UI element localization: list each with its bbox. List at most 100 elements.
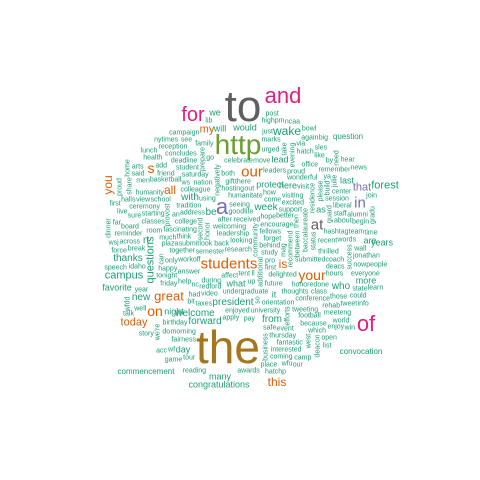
word: win xyxy=(344,324,356,332)
word: recent xyxy=(317,237,338,245)
word: about xyxy=(334,217,352,225)
word: need xyxy=(333,149,341,166)
word: alumni xyxy=(347,211,368,219)
word: across xyxy=(119,238,141,246)
word: hope xyxy=(260,213,277,221)
word: wfdd xyxy=(124,296,132,312)
word: it xyxy=(271,289,277,300)
word: redford xyxy=(199,283,222,291)
word: future xyxy=(264,280,283,288)
word: fairness xyxy=(171,336,197,344)
word: family xyxy=(195,140,214,148)
word: favorite xyxy=(102,282,132,293)
word: plaza xyxy=(161,240,179,248)
word: tour xyxy=(183,354,196,362)
word: ya xyxy=(323,173,331,181)
word: safe xyxy=(263,324,277,332)
word: rt xyxy=(142,235,150,246)
word: morning xyxy=(170,328,196,336)
word: the xyxy=(196,321,260,373)
word: enjoy xyxy=(327,323,345,331)
word: campus xyxy=(104,269,144,282)
word: first xyxy=(264,264,277,272)
word: humanitate xyxy=(228,192,263,200)
word: julie xyxy=(331,174,339,187)
word: learn xyxy=(367,284,384,292)
word: rehab xyxy=(322,302,341,310)
word: submit xyxy=(178,240,200,248)
word: there xyxy=(234,178,251,186)
word: well xyxy=(134,305,147,313)
word: bowl xyxy=(301,125,317,133)
word: do xyxy=(162,328,171,336)
word: my xyxy=(199,123,215,136)
word: negatively xyxy=(214,164,222,196)
word: camp xyxy=(294,354,312,362)
word: are xyxy=(363,235,377,246)
word: list xyxy=(322,342,332,350)
word: team xyxy=(348,228,365,236)
word: wonderful xyxy=(287,174,318,182)
word: home xyxy=(124,159,132,177)
word: first xyxy=(109,200,121,208)
word: president xyxy=(212,297,254,308)
word: day xyxy=(175,344,191,355)
word: much xyxy=(159,234,177,242)
word: of xyxy=(356,311,376,336)
word: student xyxy=(175,164,199,172)
word: research xyxy=(224,246,252,254)
word: seeing xyxy=(229,201,250,209)
word: liberal xyxy=(333,202,352,210)
word: because xyxy=(300,320,327,328)
word: hosting xyxy=(221,185,245,193)
word: time xyxy=(364,229,378,237)
word: second xyxy=(197,217,205,240)
word: then xyxy=(293,213,301,228)
word: world xyxy=(332,317,350,324)
word: for xyxy=(181,104,205,126)
word: lib xyxy=(205,117,213,125)
word: up xyxy=(247,278,256,286)
word: semester xyxy=(195,248,225,256)
word: using xyxy=(199,195,216,203)
word: in xyxy=(354,194,366,212)
word: so xyxy=(254,296,262,304)
word: university xyxy=(250,307,281,315)
word: life xyxy=(244,208,254,216)
word: lunch xyxy=(140,147,158,155)
word: speech xyxy=(104,264,127,272)
word: help xyxy=(178,278,192,286)
word: live xyxy=(116,208,128,216)
word: guard xyxy=(326,205,334,224)
word: session xyxy=(325,195,349,203)
word: place xyxy=(260,361,278,369)
word: at xyxy=(310,216,324,234)
word: forward xyxy=(188,316,222,327)
word: orientation xyxy=(261,299,295,307)
word: business xyxy=(262,332,270,361)
word: nytimes xyxy=(154,136,179,144)
word: leadership xyxy=(216,230,250,238)
word: had xyxy=(188,291,201,299)
word: out xyxy=(244,185,255,193)
word: our xyxy=(241,163,263,181)
word: lead xyxy=(271,154,289,165)
word: reminder xyxy=(114,230,143,238)
word: workoff xyxy=(178,256,201,264)
word: answer xyxy=(177,268,201,276)
word: thursday xyxy=(269,332,297,340)
word: apply xyxy=(222,314,240,322)
word: post xyxy=(265,110,279,118)
word: everyone xyxy=(351,270,380,278)
word: hashtag xyxy=(323,228,349,236)
word: both xyxy=(221,170,235,178)
word: tweet xyxy=(340,300,358,308)
word: that xyxy=(352,181,372,194)
word: like xyxy=(314,152,325,160)
word: campaign xyxy=(169,129,200,137)
word: s xyxy=(147,160,155,176)
word: residence xyxy=(309,182,317,214)
word: on xyxy=(147,303,163,319)
word: go xyxy=(206,154,215,162)
word: big xyxy=(318,134,329,142)
